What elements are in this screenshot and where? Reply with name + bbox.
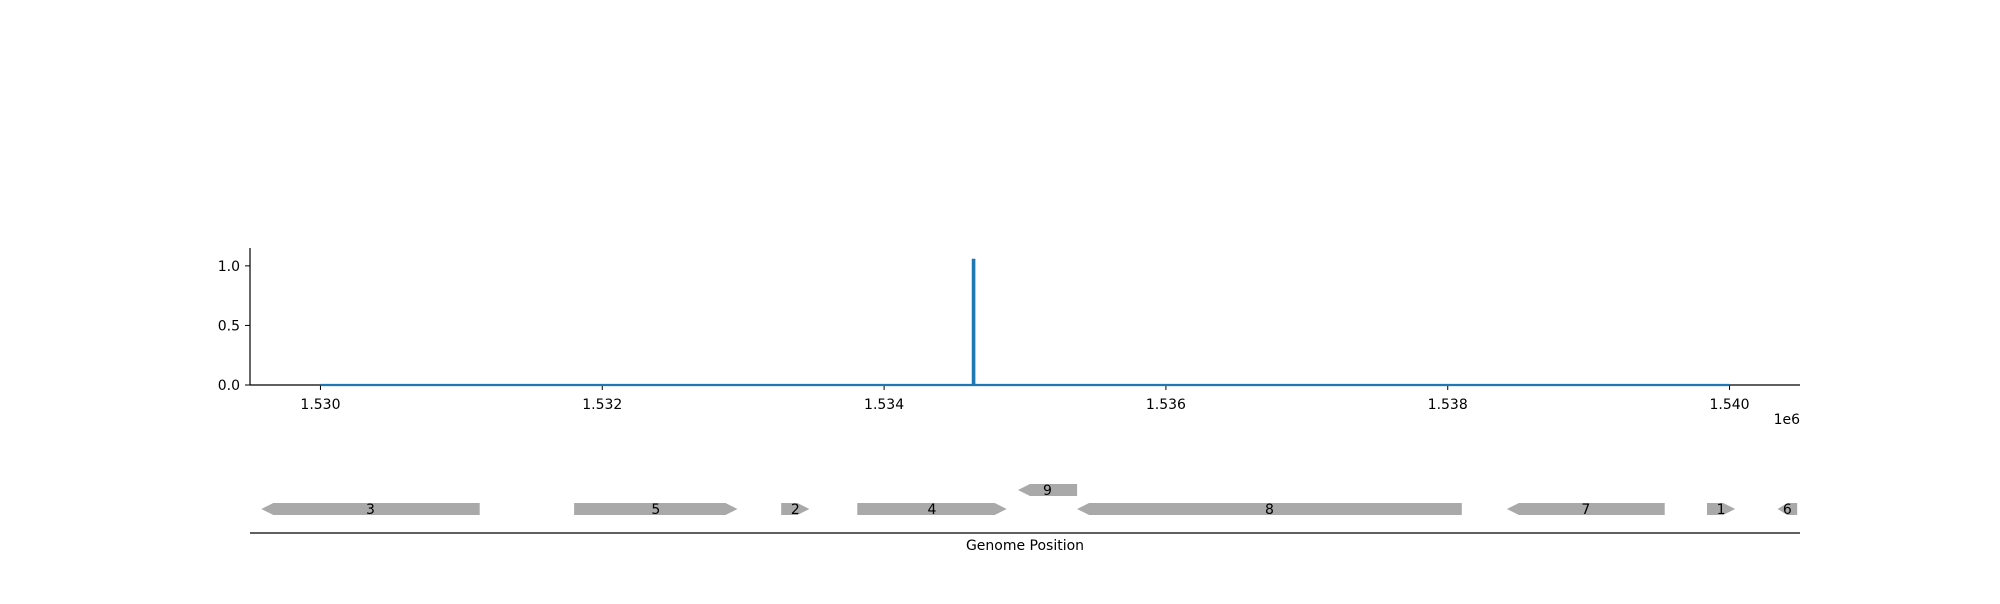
gene-map: 3 5 2 4 9 8 7 1 6 [250, 483, 1800, 534]
x-offset-label: 1e6 [1774, 412, 1801, 428]
y-tick-label: 0.5 [218, 318, 240, 334]
x-tick-label: 1.530 [300, 397, 340, 413]
x-tick-label: 1.540 [1709, 397, 1749, 413]
x-tick-label: 1.532 [582, 397, 622, 413]
gene-label-9: 9 [1043, 483, 1052, 499]
gene-arrow-5 [574, 503, 738, 515]
gene-arrow-7 [1506, 503, 1665, 515]
signal-plot: 1.530 1.532 1.534 1.536 1.538 1.540 0.0 0.5 1.0 [218, 248, 1800, 413]
x-tick-label: 1.534 [864, 397, 904, 413]
gene-arrow-1 [1707, 503, 1736, 515]
gene-arrow-6 [1777, 503, 1798, 515]
gene-label-4: 4 [928, 502, 937, 518]
gene-label-7: 7 [1581, 502, 1590, 518]
gene-label-8: 8 [1265, 502, 1274, 518]
y-tick-label: 0.0 [218, 378, 240, 394]
signal-series-line [320, 258, 1730, 387]
x-tick-label: 1.536 [1146, 397, 1186, 413]
y-tick-label: 1.0 [218, 259, 240, 275]
gene-label-3: 3 [366, 502, 375, 518]
gene-arrow-4 [857, 503, 1007, 515]
gene-arrow-2 [781, 503, 810, 515]
gene-label-1: 1 [1717, 502, 1726, 518]
gene-arrow-8 [1077, 503, 1462, 515]
gene-arrow-3 [261, 503, 480, 515]
x-tick-label: 1.538 [1428, 397, 1468, 413]
gene-label-6: 6 [1783, 502, 1792, 518]
gene-label-5: 5 [651, 502, 660, 518]
gene-map-xlabel: Genome Position [966, 538, 1084, 554]
gene-arrow-9 [1018, 484, 1078, 496]
gene-label-2: 2 [791, 502, 800, 518]
